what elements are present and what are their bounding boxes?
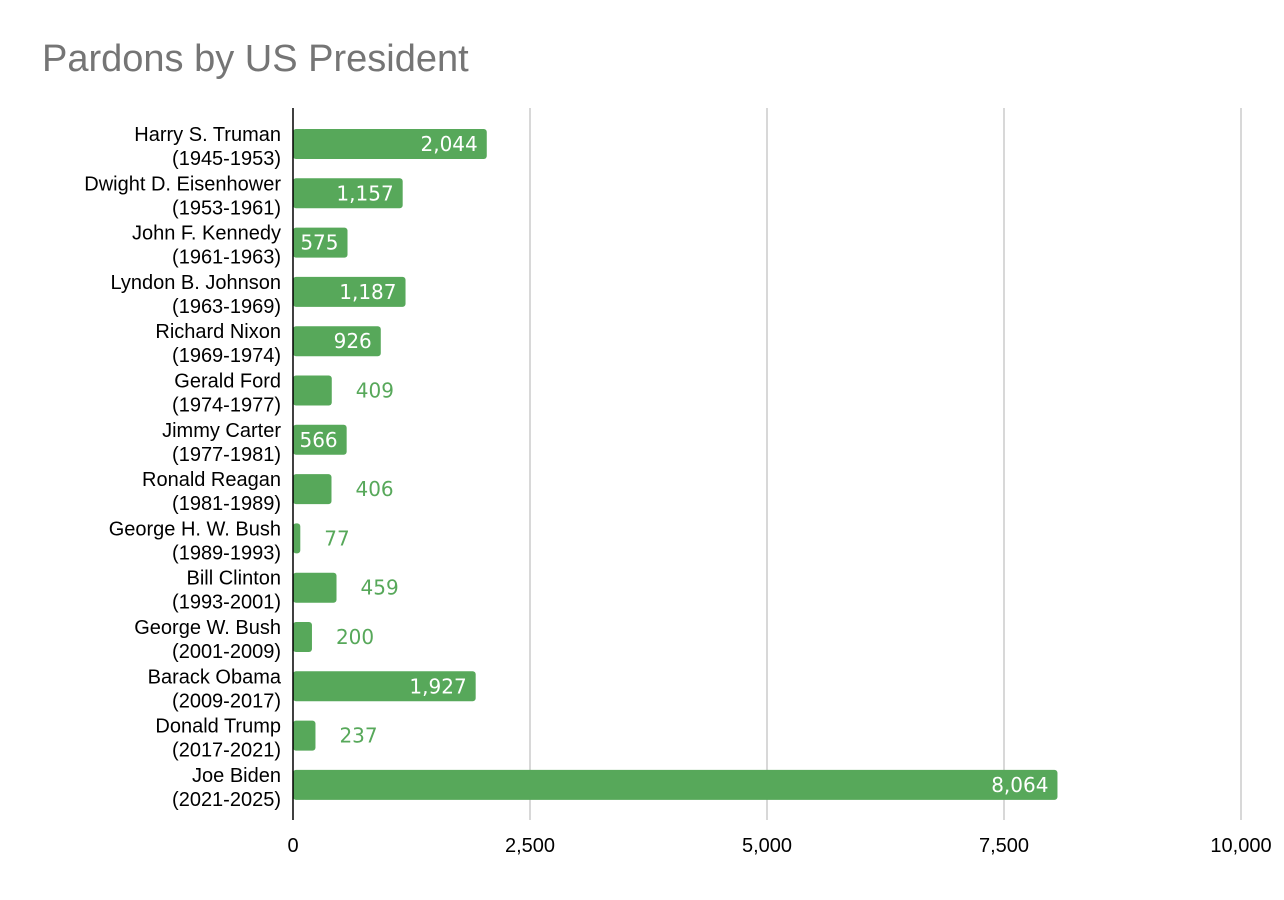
bar: [293, 227, 348, 258]
category-label-years: (1961-1963): [172, 247, 281, 269]
category-label-name: George W. Bush: [134, 617, 281, 639]
bar: [293, 178, 403, 209]
category-label-name: Richard Nixon: [155, 321, 281, 343]
data-label: 406: [355, 477, 393, 501]
category-label-years: (2009-2017): [172, 690, 281, 712]
x-tick-label: 7,500: [979, 835, 1029, 857]
data-label: 237: [339, 724, 377, 748]
x-tick-label: 0: [287, 835, 298, 857]
bar: [293, 375, 332, 406]
category-label-name: Harry S. Truman: [134, 124, 281, 146]
data-label: 1,187: [339, 280, 396, 304]
x-tick-label: 5,000: [742, 835, 792, 857]
data-label: 200: [336, 625, 374, 649]
data-label: 77: [324, 526, 349, 550]
bar: [293, 769, 1058, 800]
category-label-years: (2017-2021): [172, 740, 281, 762]
bar: [293, 276, 406, 307]
x-tick-label: 10,000: [1210, 835, 1271, 857]
data-label: 8,064: [991, 773, 1048, 797]
category-label-years: (2001-2009): [172, 641, 281, 663]
category-label-years: (1977-1981): [172, 444, 281, 466]
category-label-name: Bill Clinton: [187, 568, 281, 590]
category-label-years: (1963-1969): [172, 296, 281, 318]
category-label-years: (1993-2001): [172, 592, 281, 614]
category-label-years: (1989-1993): [172, 542, 281, 564]
gridlines: [529, 108, 1242, 820]
bar: [293, 523, 301, 554]
category-label-name: Ronald Reagan: [142, 469, 281, 491]
bar: [293, 474, 332, 505]
data-labels: 2,044 1,157 575 1,187 926 409 566 406 77 459 200 1,…: [299, 132, 1048, 797]
chart-title: Pardons by US President: [42, 38, 469, 80]
bars: [293, 129, 1058, 800]
category-label-name: Donald Trump: [155, 716, 281, 738]
bar: [293, 129, 487, 159]
category-label-name: Lyndon B. Johnson: [111, 272, 282, 294]
data-label: 2,044: [421, 132, 478, 156]
bar: [293, 622, 312, 652]
category-label-name: Dwight D. Eisenhower: [84, 173, 281, 195]
category-label-years: (1953-1961): [172, 197, 281, 219]
category-label-name: Barack Obama: [148, 666, 282, 688]
data-label: 575: [300, 231, 338, 255]
category-label-name: John F. Kennedy: [132, 223, 281, 245]
category-label-name: George H. W. Bush: [109, 518, 281, 540]
category-label-name: Jimmy Carter: [162, 420, 281, 442]
category-label-years: (1981-1989): [172, 493, 281, 515]
data-label: 409: [356, 379, 394, 403]
bar: [293, 671, 476, 702]
bar: [293, 326, 381, 357]
bar: [293, 572, 337, 603]
bar: [293, 424, 347, 455]
bar: [293, 720, 316, 751]
data-label: 566: [299, 428, 337, 452]
category-label-years: (1945-1953): [172, 148, 281, 170]
x-tick-label: 2,500: [505, 835, 555, 857]
category-label-years: (2021-2025): [172, 789, 281, 811]
category-label-name: Joe Biden: [192, 765, 281, 787]
data-label: 1,157: [336, 181, 393, 205]
category-label-name: Gerald Ford: [174, 371, 281, 393]
data-label: 459: [361, 576, 399, 600]
category-label-years: (1969-1974): [172, 345, 281, 367]
data-label: 1,927: [409, 674, 466, 698]
category-label-years: (1974-1977): [172, 395, 281, 417]
data-label: 926: [334, 329, 372, 353]
